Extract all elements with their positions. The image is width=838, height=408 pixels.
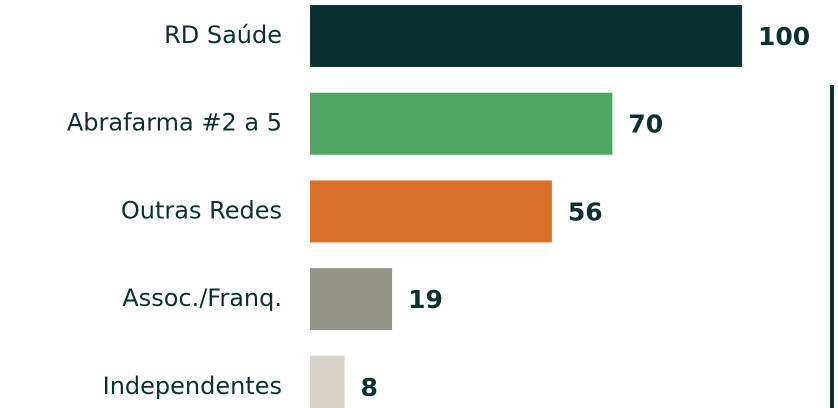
category-label: Abrafarma #2 a 5 (67, 109, 282, 137)
category-label: Assoc./Franq. (122, 284, 282, 312)
category-label: Independentes (103, 372, 282, 400)
category-label: Outras Redes (121, 196, 282, 224)
bar (310, 92, 613, 155)
value-label: 8 (361, 373, 378, 402)
bar (310, 355, 345, 408)
bar (310, 5, 742, 67)
bar (310, 268, 393, 331)
value-label: 100 (758, 22, 810, 51)
category-label: RD Saúde (164, 21, 282, 49)
bar (310, 180, 552, 243)
value-label: 56 (568, 197, 603, 226)
value-label: 19 (408, 285, 443, 314)
value-label: 70 (628, 110, 663, 139)
